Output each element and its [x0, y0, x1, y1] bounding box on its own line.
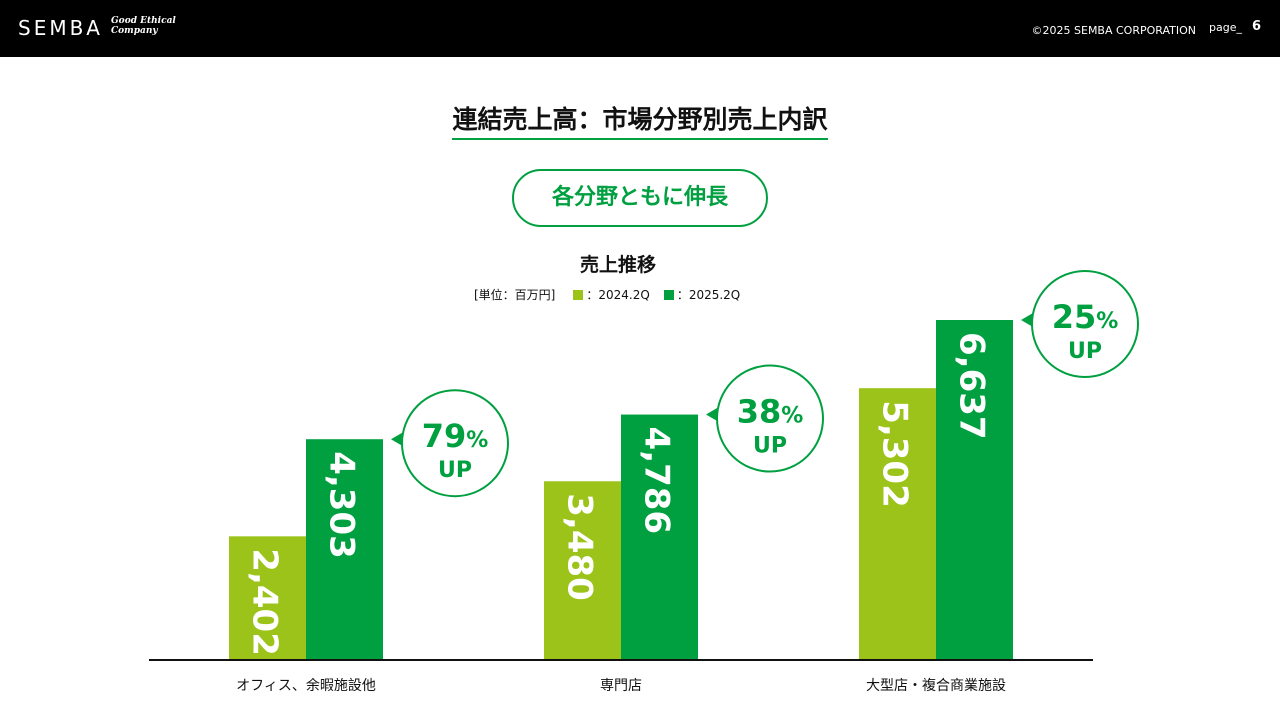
- chart-title: 売上推移: [579, 254, 656, 276]
- bar-value-label: 3,480: [560, 493, 600, 601]
- bar-2025-1: [621, 414, 698, 659]
- chart-legend: [単位：百万円] ：2024.2Q ：2025.2Q: [474, 286, 740, 303]
- slide-title-wrap: 連結売上高：市場分野別売上内訳: [0, 100, 1280, 140]
- tagline-line2: Company: [111, 26, 158, 36]
- growth-percent: 79%: [422, 417, 489, 455]
- callout-arrow-icon: [1021, 313, 1033, 327]
- growth-bubble: [716, 364, 824, 473]
- highlight-pill: 各分野ともに伸長: [512, 169, 768, 227]
- bar-value-label: 4,786: [637, 427, 677, 535]
- callout-arrow-icon: [706, 407, 718, 422]
- bar-2024-0: [229, 536, 306, 659]
- category-label: 大型店・複合商業施設: [866, 677, 1006, 694]
- category-label: 専門店: [600, 678, 642, 694]
- slide-title: 連結売上高：市場分野別売上内訳: [452, 100, 828, 140]
- bar-value-label: 2,402: [245, 548, 285, 656]
- bar-value-label: 5,302: [875, 400, 915, 508]
- bar-value-label: 4,303: [322, 451, 362, 559]
- growth-percent: 38%: [737, 393, 804, 431]
- header-bar: SEMBA Good Ethical Company ©2025 SEMBA C…: [0, 0, 1280, 57]
- legend-swatch-2025: [663, 289, 674, 300]
- legend-label-2024: ：2024.2Q: [586, 288, 650, 302]
- page-number: 6: [1251, 19, 1261, 34]
- growth-up-label: UP: [1068, 339, 1102, 364]
- legend-label-2025: ：2025.2Q: [676, 288, 741, 302]
- growth-percent: 25%: [1052, 298, 1119, 336]
- callout-arrow-icon: [391, 432, 403, 447]
- tagline-line1: Good Ethical: [111, 16, 176, 26]
- bar-2024-1: [544, 481, 621, 659]
- growth-up-label: UP: [753, 434, 787, 459]
- growth-up-label: UP: [438, 458, 472, 483]
- legend-item-2025: ：2025.2Q: [663, 286, 741, 303]
- growth-bubble: [1031, 270, 1139, 378]
- bar-2025-0: [306, 439, 383, 659]
- copyright: ©2025 SEMBA CORPORATION: [1031, 24, 1196, 37]
- unit-label: [単位：百万円]: [474, 288, 556, 302]
- legend-item-2024: ：2024.2Q: [573, 286, 650, 303]
- bar-2025-2: [936, 320, 1013, 659]
- bar-2024-2: [859, 388, 936, 659]
- logo-tagline: Good Ethical Company: [111, 16, 176, 36]
- semba-logo: SEMBA: [18, 16, 103, 40]
- legend-swatch-2024: [573, 289, 584, 300]
- bar-value-label: 6,637: [952, 332, 992, 440]
- growth-bubble: [401, 389, 509, 498]
- category-label: オフィス、余暇施設他: [236, 677, 376, 694]
- page-label: page_: [1209, 21, 1242, 34]
